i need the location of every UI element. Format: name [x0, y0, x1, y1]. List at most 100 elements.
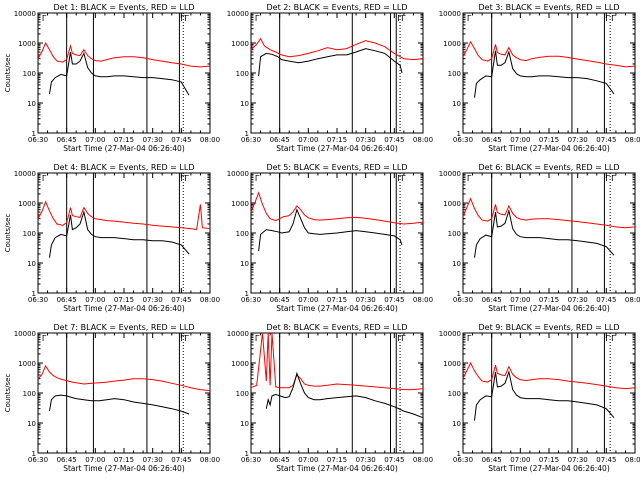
series-events-black-line: [258, 208, 403, 252]
series-events-black-line: [474, 370, 615, 421]
panel-title: Det 9: BLACK = Events, RED = LLD: [479, 323, 620, 332]
panel-title: Det 7: BLACK = Events, RED = LLD: [54, 323, 195, 332]
series-events-black-line: [49, 51, 190, 96]
y-tick-label: 1000: [231, 360, 249, 368]
corner-mark: Γ: [42, 334, 47, 343]
x-tick-label: 06:30: [453, 296, 473, 304]
plot-frame: [462, 172, 636, 294]
x-tick-label: 07:00: [85, 456, 105, 464]
corner-mark: Γ: [255, 14, 260, 23]
y-tick-label: 1: [32, 130, 36, 138]
x-tick-label: 08:00: [200, 296, 220, 304]
x-tick-label: 07:00: [85, 136, 105, 144]
y-tick-label: 100: [23, 390, 36, 398]
y-tick-label: 10: [27, 100, 36, 108]
x-tick-label: 08:00: [625, 296, 640, 304]
series-events-black-line: [49, 210, 190, 258]
x-axis-label: Start Time (27-Mar-04 06:26:40): [276, 464, 398, 473]
x-tick-label: 07:45: [171, 136, 191, 144]
panel-det-3: Det 3: BLACK = Events, RED = LLD 1 10 100 10…: [439, 3, 640, 153]
x-axis-label: Start Time (27-Mar-04 06:26:40): [276, 304, 398, 313]
corner-mark: Γ: [611, 174, 616, 183]
y-tick-label: 10000: [439, 10, 461, 18]
x-tick-label: 07:30: [568, 136, 588, 144]
x-tick-label: 07:15: [327, 136, 347, 144]
x-tick-label: 07:30: [143, 296, 163, 304]
x-tick-label: 07:45: [596, 296, 616, 304]
x-tick-label: 07:15: [327, 296, 347, 304]
y-tick-label: 10000: [227, 10, 249, 18]
y-tick-label: 100: [236, 230, 249, 238]
x-tick-label: 07:15: [114, 456, 134, 464]
x-tick-label: 08:00: [413, 136, 433, 144]
y-tick-label: 10: [452, 100, 461, 108]
x-tick-label: 08:00: [625, 136, 640, 144]
y-tick-label: 10: [240, 420, 249, 428]
x-tick-label: 07:30: [356, 296, 376, 304]
series-lld-red-line: [250, 37, 424, 61]
y-tick-label: 1: [245, 290, 249, 298]
panel-title: Det 2: BLACK = Events, RED = LLD: [267, 3, 408, 12]
x-tick-label: 08:00: [200, 136, 220, 144]
x-tick-label: 07:15: [327, 456, 347, 464]
series-events-black-line: [258, 48, 403, 76]
x-tick-label: 07:15: [539, 296, 559, 304]
y-tick-label: 1: [245, 130, 249, 138]
corner-mark: Γ: [255, 334, 260, 343]
y-tick-label: 10000: [227, 170, 249, 178]
x-tick-label: 07:30: [356, 136, 376, 144]
panel-title: Det 6: BLACK = Events, RED = LLD: [479, 163, 620, 172]
x-tick-label: 07:30: [568, 456, 588, 464]
series-lld-red-line: [250, 332, 424, 391]
x-tick-label: 06:30: [241, 456, 261, 464]
x-tick-label: 07:15: [539, 136, 559, 144]
y-tick-label: 1000: [231, 200, 249, 208]
x-tick-label: 06:45: [270, 296, 290, 304]
panel-det-7: Det 7: BLACK = Events, RED = LLD 1 10 100 10…: [4, 323, 220, 473]
corner-mark: Γ: [401, 174, 406, 183]
x-tick-label: 06:45: [270, 456, 290, 464]
corner-mark: Γ: [180, 14, 185, 23]
x-axis-label: Start Time (27-Mar-04 06:26:40): [488, 144, 610, 153]
corner-mark: Γ: [605, 334, 610, 343]
x-tick-label: 07:30: [143, 136, 163, 144]
plot-frame: [250, 12, 424, 134]
series-events-black-line: [474, 50, 615, 98]
corner-mark: Γ: [42, 174, 47, 183]
y-tick-label: 10000: [14, 170, 36, 178]
x-tick-label: 06:30: [241, 136, 261, 144]
y-tick-label: 1000: [231, 40, 249, 48]
panel-det-1: Det 1: BLACK = Events, RED = LLD 1 10 100 10…: [4, 3, 220, 153]
y-tick-label: 10: [452, 420, 461, 428]
series-events-black-line: [49, 394, 190, 415]
y-tick-label: 1000: [443, 200, 461, 208]
series-events-black-line: [265, 371, 424, 419]
series-lld-red-line: [37, 200, 211, 231]
x-tick-label: 07:45: [384, 136, 404, 144]
corner-mark: Γ: [397, 174, 402, 183]
x-tick-label: 06:45: [482, 456, 502, 464]
y-tick-label: 1: [245, 450, 249, 458]
series-lld-red-line: [462, 40, 636, 68]
y-tick-label: 100: [448, 230, 461, 238]
x-axis-label: Start Time (27-Mar-04 06:26:40): [63, 144, 185, 153]
corner-mark: Γ: [401, 334, 406, 343]
y-tick-label: 1: [32, 450, 36, 458]
series-lld-red-line: [250, 191, 424, 225]
x-tick-label: 07:15: [539, 456, 559, 464]
x-tick-label: 06:45: [482, 296, 502, 304]
y-tick-label: 10: [240, 260, 249, 268]
y-tick-label: 10000: [439, 170, 461, 178]
x-tick-label: 06:45: [482, 136, 502, 144]
panel-det-9: Det 9: BLACK = Events, RED = LLD 1 10 100 10…: [439, 323, 640, 473]
plot-frame: [462, 12, 636, 134]
x-tick-label: 06:30: [28, 456, 48, 464]
corner-mark: Γ: [611, 14, 616, 23]
x-tick-label: 08:00: [625, 456, 640, 464]
corner-mark: Γ: [255, 174, 260, 183]
panel-det-4: Det 4: BLACK = Events, RED = LLD 1 10 100 10…: [4, 163, 220, 313]
x-tick-label: 07:45: [384, 456, 404, 464]
panel-title: Det 5: BLACK = Events, RED = LLD: [267, 163, 408, 172]
x-axis-label: Start Time (27-Mar-04 06:26:40): [488, 304, 610, 313]
